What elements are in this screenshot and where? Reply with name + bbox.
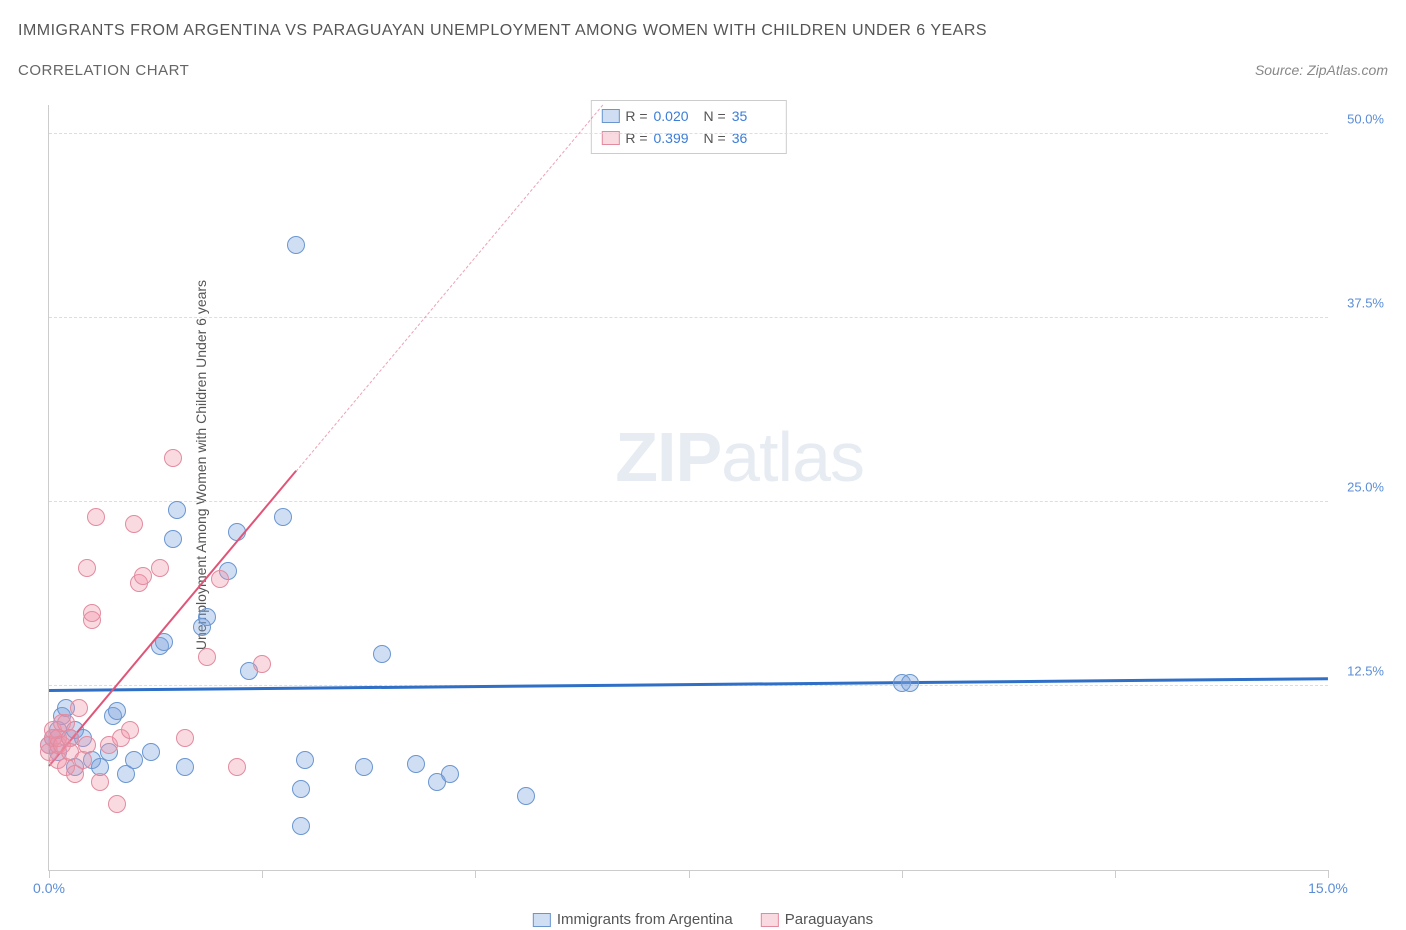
x-tick <box>689 870 690 878</box>
x-tick-label: 0.0% <box>33 880 65 896</box>
x-tick <box>1328 870 1329 878</box>
scatter-point <box>274 508 292 526</box>
scatter-point <box>78 736 96 754</box>
scatter-point <box>121 721 139 739</box>
scatter-point <box>287 236 305 254</box>
scatter-point <box>355 758 373 776</box>
watermark: ZIPatlas <box>615 417 864 497</box>
y-tick-label: 25.0% <box>1347 480 1384 495</box>
scatter-point <box>211 570 229 588</box>
scatter-point <box>441 765 459 783</box>
scatter-point <box>142 743 160 761</box>
scatter-point <box>198 608 216 626</box>
stats-row-series1: R = 0.020 N = 35 <box>601 105 775 127</box>
legend-item-series1: Immigrants from Argentina <box>533 911 733 928</box>
scatter-point <box>108 702 126 720</box>
scatter-point <box>134 567 152 585</box>
scatter-point <box>517 787 535 805</box>
scatter-point <box>296 751 314 769</box>
stats-box: R = 0.020 N = 35 R = 0.399 N = 36 <box>590 100 786 154</box>
chart-area: ZIPatlas R = 0.020 N = 35 R = 0.399 N = … <box>48 105 1388 896</box>
scatter-point <box>407 755 425 773</box>
scatter-point <box>164 530 182 548</box>
x-tick-label: 15.0% <box>1308 880 1348 896</box>
legend-item-series2: Paraguayans <box>761 911 873 928</box>
x-tick <box>902 870 903 878</box>
scatter-point <box>198 648 216 666</box>
chart-title: IMMIGRANTS FROM ARGENTINA VS PARAGUAYAN … <box>18 22 987 40</box>
scatter-point <box>164 449 182 467</box>
scatter-point <box>373 645 391 663</box>
x-tick <box>49 870 50 878</box>
legend: Immigrants from Argentina Paraguayans <box>533 911 873 928</box>
x-tick <box>1115 870 1116 878</box>
plot-region: ZIPatlas R = 0.020 N = 35 R = 0.399 N = … <box>48 105 1328 871</box>
scatter-point <box>292 780 310 798</box>
swatch-series1 <box>601 109 619 123</box>
scatter-point <box>168 501 186 519</box>
y-tick-label: 37.5% <box>1347 296 1384 311</box>
scatter-point <box>83 604 101 622</box>
y-tick-label: 12.5% <box>1347 664 1384 679</box>
source-attribution: Source: ZipAtlas.com <box>1255 62 1388 78</box>
scatter-point <box>253 655 271 673</box>
scatter-point <box>78 559 96 577</box>
scatter-point <box>125 515 143 533</box>
x-tick <box>475 870 476 878</box>
legend-label-series2: Paraguayans <box>785 911 873 928</box>
legend-swatch-series2 <box>761 913 779 927</box>
scatter-point <box>87 508 105 526</box>
scatter-point <box>228 758 246 776</box>
scatter-point <box>151 559 169 577</box>
gridline <box>49 133 1328 134</box>
scatter-point <box>292 817 310 835</box>
trend-line <box>296 104 604 471</box>
scatter-point <box>91 773 109 791</box>
scatter-point <box>125 751 143 769</box>
chart-subtitle: CORRELATION CHART <box>18 62 189 79</box>
gridline <box>49 317 1328 318</box>
gridline <box>49 501 1328 502</box>
stats-row-series2: R = 0.399 N = 36 <box>601 127 775 149</box>
x-tick <box>262 870 263 878</box>
legend-label-series1: Immigrants from Argentina <box>557 911 733 928</box>
legend-swatch-series1 <box>533 913 551 927</box>
scatter-point <box>176 758 194 776</box>
y-tick-label: 50.0% <box>1347 112 1384 127</box>
scatter-point <box>901 674 919 692</box>
scatter-point <box>176 729 194 747</box>
scatter-point <box>70 699 88 717</box>
scatter-point <box>108 795 126 813</box>
